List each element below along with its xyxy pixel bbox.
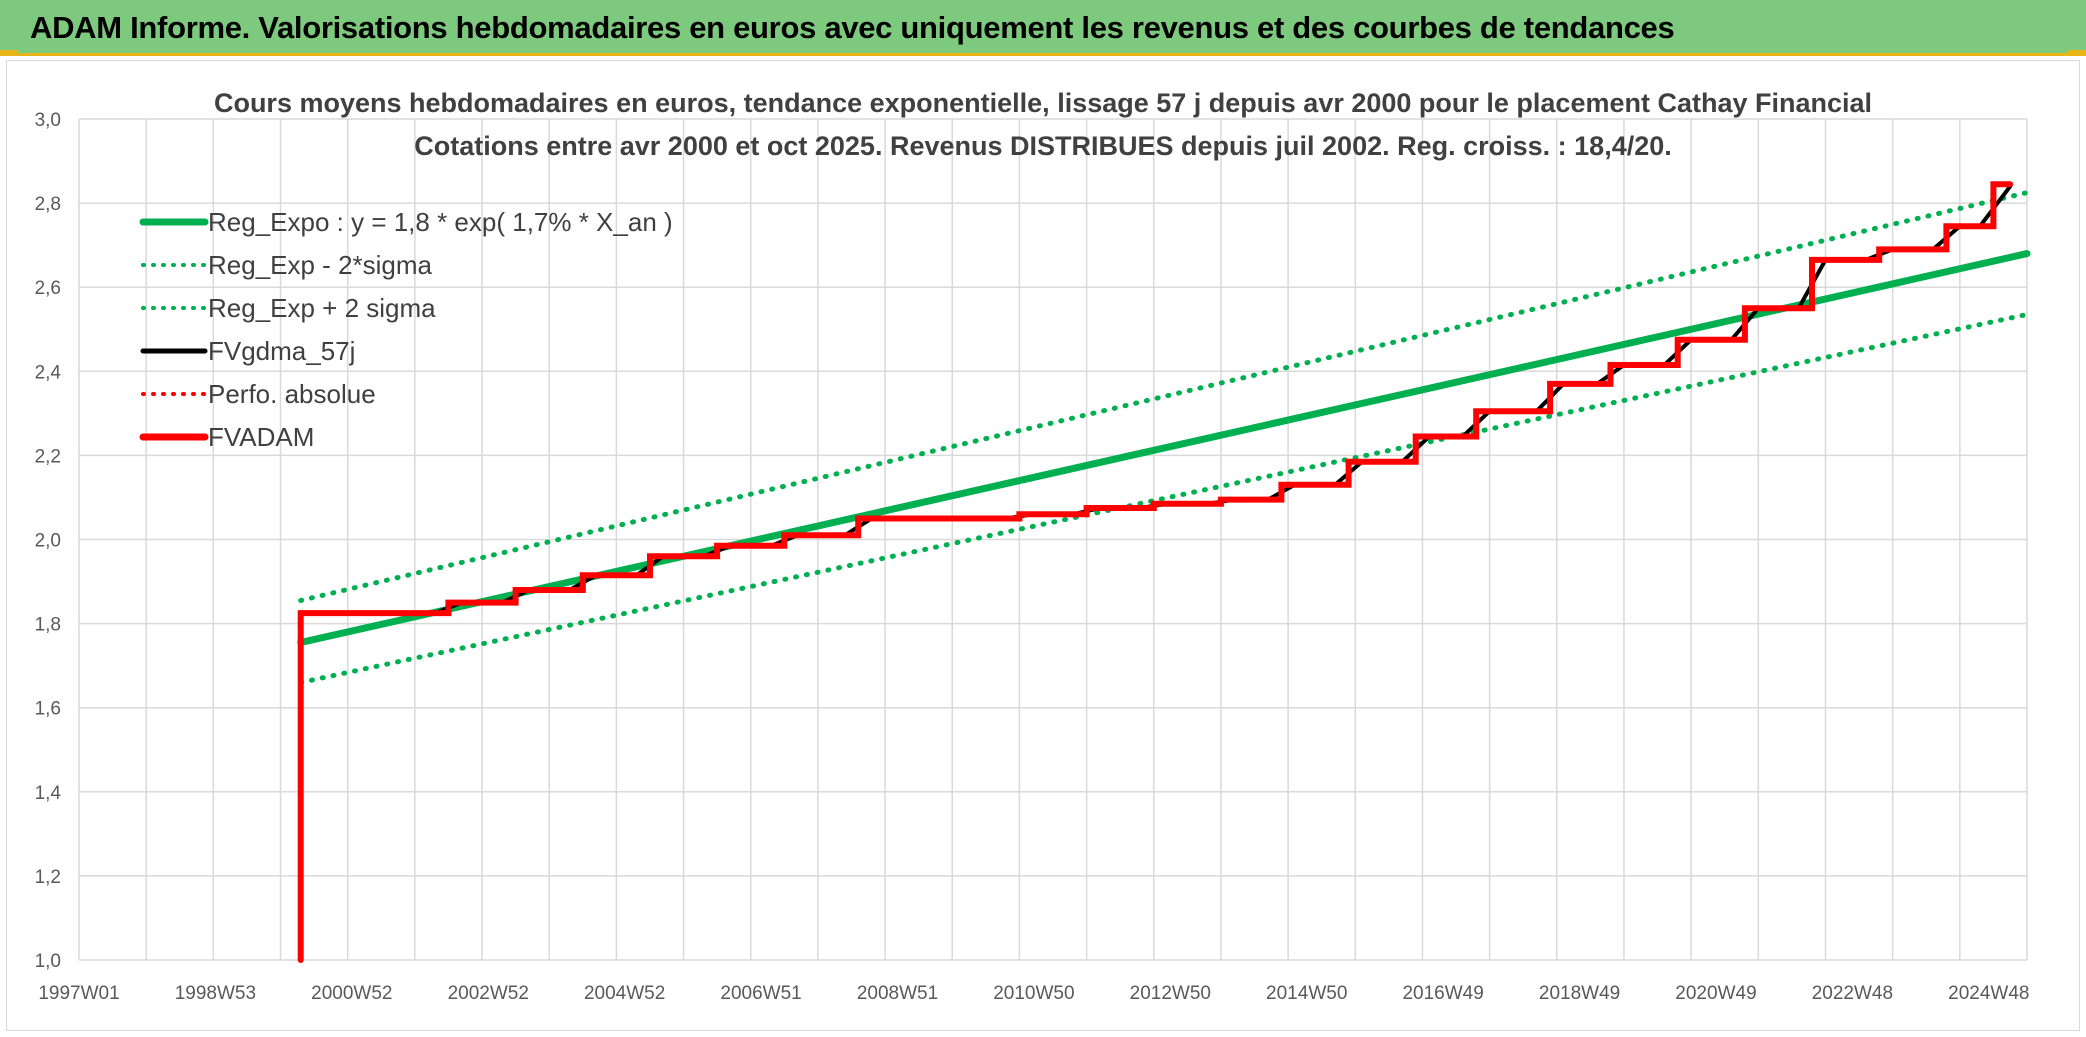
series-line-reg-exp-2-sigma xyxy=(298,312,2030,685)
x-tick-label: 2020W49 xyxy=(1675,983,1756,1004)
legend-label: Perfo. absolue xyxy=(208,379,376,409)
report-banner: ADAM Informe. Valorisations hebdomadaire… xyxy=(0,0,2086,56)
x-tick-label: 1997W01 xyxy=(38,983,119,1004)
x-tick-label: 2006W51 xyxy=(720,983,801,1004)
series-line-reg-exp-2-sigma xyxy=(298,190,2030,603)
x-tick-label: 2022W48 xyxy=(1812,983,1893,1004)
x-tick-label: 2018W49 xyxy=(1539,983,1620,1004)
x-tick-label: 2002W52 xyxy=(448,983,529,1004)
y-tick-label: 2,4 xyxy=(35,362,62,383)
chart-frame xyxy=(6,60,2080,1031)
banner-corner-right xyxy=(2068,50,2086,56)
y-tick-label: 1,8 xyxy=(35,615,61,636)
legend-label: Reg_Exp + 2 sigma xyxy=(208,293,436,323)
chart-title-line-1: Cours moyens hebdomadaires en euros, ten… xyxy=(214,88,1872,118)
y-tick-label: 1,0 xyxy=(35,951,61,972)
series-layer xyxy=(297,181,2031,963)
legend: Reg_Expo : y = 1,8 * exp( 1,7% * X_an ) R… xyxy=(139,207,673,452)
y-tick-label: 2,0 xyxy=(35,531,61,552)
x-tick-label: 1998W53 xyxy=(175,983,256,1004)
legend-label: FVgdma_57j xyxy=(208,336,355,366)
chart-grid xyxy=(78,118,2028,961)
y-tick-label: 3,0 xyxy=(35,110,61,131)
x-tick-label: 2008W51 xyxy=(857,983,938,1004)
chart-title-line-2: Cotations entre avr 2000 et oct 2025. Re… xyxy=(414,131,1672,161)
y-axis: 1,0 1,2 1,4 1,6 1,8 2,0 2,2 2,4 2,6 2,8 3,0 xyxy=(35,110,62,972)
legend-label: FVADAM xyxy=(208,422,314,452)
report-title: ADAM Informe. Valorisations hebdomadaire… xyxy=(30,10,1675,45)
x-tick-label: 2010W50 xyxy=(993,983,1074,1004)
banner-corner-left xyxy=(0,50,18,56)
series-line-reg-expo-y-1-8-exp-1-7-x-an- xyxy=(297,250,2031,646)
y-tick-label: 2,8 xyxy=(35,194,61,215)
y-tick-label: 1,6 xyxy=(35,699,61,720)
x-tick-label: 2024W48 xyxy=(1948,983,2029,1004)
x-tick-label: 2014W50 xyxy=(1266,983,1347,1004)
y-tick-label: 2,6 xyxy=(35,278,61,299)
x-axis: 1997W01 1998W53 2000W52 2002W52 2004W52 2006W… xyxy=(38,983,2029,1004)
series-line-fvadam xyxy=(297,181,2014,963)
x-tick-label: 2004W52 xyxy=(584,983,665,1004)
y-tick-label: 2,2 xyxy=(35,446,61,467)
x-tick-label: 2016W49 xyxy=(1402,983,1483,1004)
x-tick-label: 2012W50 xyxy=(1130,983,1211,1004)
y-tick-label: 1,2 xyxy=(35,867,61,888)
y-tick-label: 1,4 xyxy=(35,783,62,804)
x-tick-label: 2000W52 xyxy=(311,983,392,1004)
legend-label: Reg_Exp - 2*sigma xyxy=(208,250,433,280)
legend-label: Reg_Expo : y = 1,8 * exp( 1,7% * X_an ) xyxy=(208,207,673,237)
